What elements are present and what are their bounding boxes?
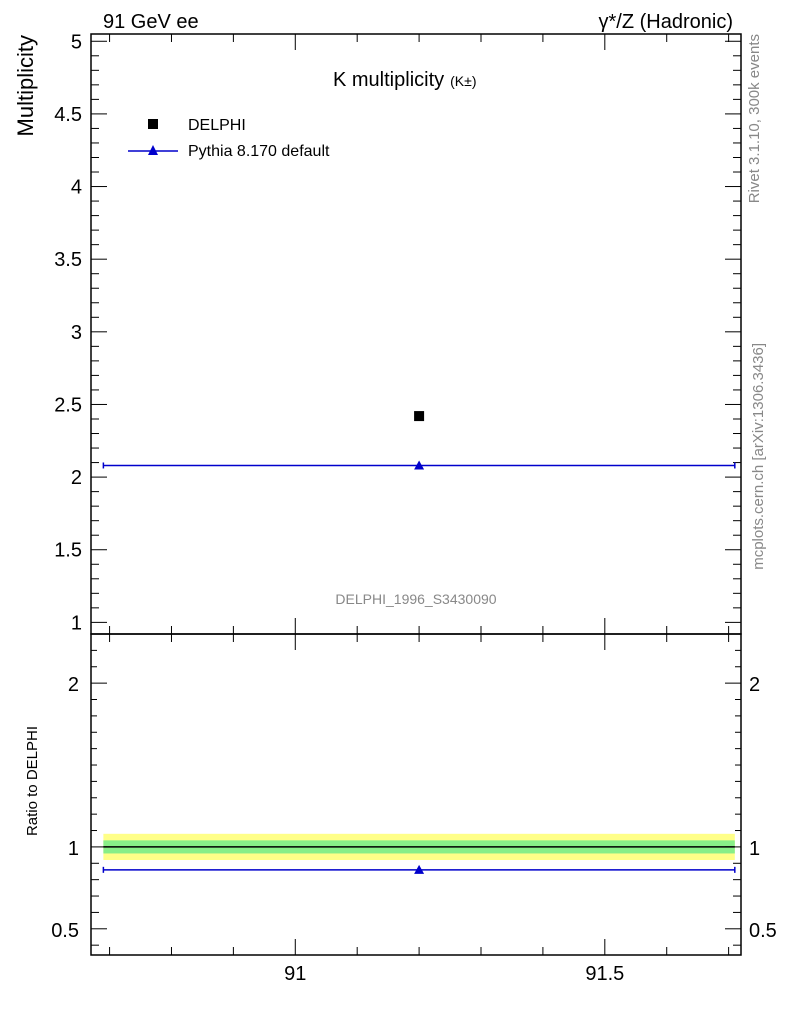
legend-marker-pythia	[148, 145, 158, 155]
ratio-y-tick-label-right: 1	[749, 838, 760, 860]
chart-marks: 1 1.5 2 2.5 3 3.5 4 4.5 5 0.5 0.5 1 1 2 2 91 91.5	[51, 31, 777, 985]
header-right: γ*/Z (Hadronic)	[599, 11, 733, 33]
mcplots-label: mcplots.cern.ch [arXiv:1306.3436]	[750, 343, 767, 570]
main-y-tick-label: 4.5	[54, 104, 82, 126]
chart-title: K multiplicity (K±)	[333, 69, 477, 91]
legend-marker-delphi	[148, 119, 158, 129]
main-y-axis-label: Multiplicity	[13, 35, 38, 136]
analysis-watermark: DELPHI_1996_S3430090	[335, 591, 496, 607]
main-y-tick-label: 2.5	[54, 394, 82, 416]
ratio-y-tick-label: 2	[68, 674, 79, 696]
main-y-tick-label: 5	[71, 31, 82, 53]
delphi-data-point	[414, 411, 425, 422]
main-y-tick-label: 3	[71, 322, 82, 344]
ratio-pythia-data-point	[414, 864, 425, 874]
pythia-data-point	[414, 460, 425, 470]
ratio-plot-frame	[90, 633, 742, 956]
x-tick-label: 91	[284, 963, 306, 985]
main-y-tick-label: 2	[71, 467, 82, 489]
header-left: 91 GeV ee	[103, 11, 199, 33]
main-y-tick-label: 1	[71, 612, 82, 634]
legend: DELPHI Pythia 8.170 default	[128, 117, 330, 160]
legend-label-delphi: DELPHI	[188, 117, 246, 134]
main-y-tick-label: 3.5	[54, 249, 82, 271]
legend-label-pythia: Pythia 8.170 default	[188, 143, 330, 160]
chart-title-sub: (K±)	[450, 73, 476, 89]
ratio-y-tick-label: 1	[68, 838, 79, 860]
ratio-y-tick-label-right: 2	[749, 674, 760, 696]
ratio-y-tick-label: 0.5	[51, 920, 79, 942]
x-tick-label: 91.5	[585, 963, 624, 985]
main-y-tick-label: 1.5	[54, 540, 82, 562]
main-y-tick-label: 4	[71, 177, 82, 199]
chart-title-main: K multiplicity	[333, 69, 444, 91]
rivet-label: Rivet 3.1.10, 300k events	[746, 34, 763, 203]
ratio-y-axis-label: Ratio to DELPHI	[24, 726, 41, 836]
ratio-y-tick-label-right: 0.5	[749, 920, 777, 942]
